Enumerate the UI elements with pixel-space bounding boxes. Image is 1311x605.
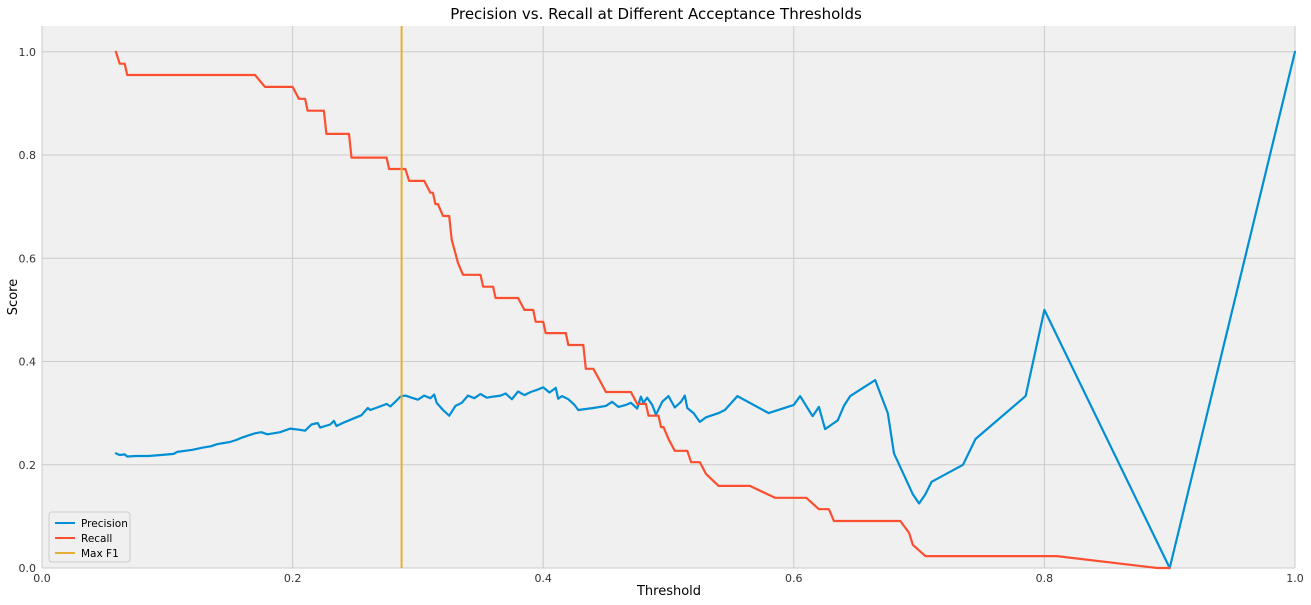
legend-item-max-f1: Max F1 — [55, 548, 119, 560]
series-line-recall — [114, 50, 1171, 570]
x-tick-label: 1.0 — [1286, 572, 1304, 585]
y-tick-label: 0.2 — [19, 459, 37, 472]
plot-area — [42, 26, 1295, 568]
y-tick-label: 0.0 — [19, 562, 37, 575]
legend: Precision Recall Max F1 — [48, 511, 131, 563]
y-tick-label: 1.0 — [19, 46, 37, 59]
y-tick-label: 0.6 — [19, 252, 37, 265]
legend-item-precision: Precision — [55, 518, 128, 530]
tick-labels: 0.0 0.2 0.4 0.6 0.8 1.0 0.0 0.2 0.4 0.6 0.8 1.0 — [19, 46, 1304, 585]
legend-item-recall: Recall — [55, 533, 112, 545]
x-tick-label: 0.4 — [534, 572, 552, 585]
y-tick-label: 0.8 — [19, 149, 37, 162]
y-tick-label: 0.4 — [19, 356, 37, 369]
legend-box — [48, 511, 131, 563]
x-tick-label: 0.8 — [1036, 572, 1054, 585]
x-axis-label: Threshold — [636, 584, 701, 599]
legend-label-recall: Recall — [81, 533, 112, 545]
x-tick-label: 0.6 — [785, 572, 803, 585]
chart-title: Precision vs. Recall at Different Accept… — [450, 5, 862, 23]
legend-label-max-f1: Max F1 — [81, 548, 119, 560]
legend-label-precision: Precision — [81, 518, 128, 530]
y-axis-label: Score — [6, 279, 21, 315]
x-tick-label: 0.0 — [33, 572, 51, 585]
grid-lines — [41, 26, 1296, 569]
series-lines — [114, 26, 1297, 570]
series-line-precision — [114, 50, 1297, 570]
x-tick-label: 0.2 — [284, 572, 302, 585]
